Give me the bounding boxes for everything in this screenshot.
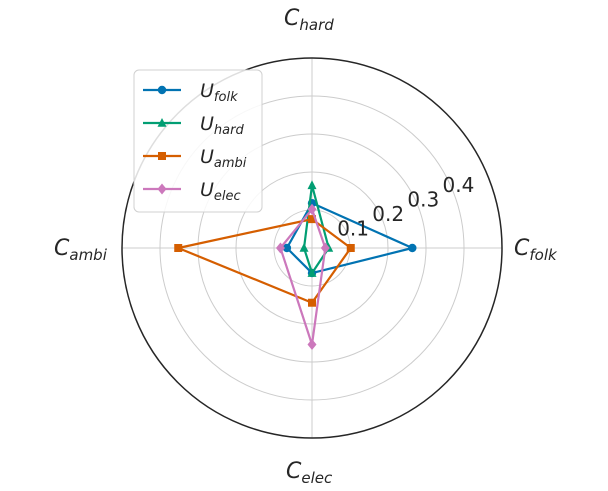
tick-label-2: 0.3 [407,187,439,211]
axis-label-ambi: Cambi [54,236,108,264]
legend-item-elec: Uelec [143,179,241,204]
legend-item-folk: Ufolk [143,80,238,105]
data-point-hard-hard [307,180,317,190]
data-point-folk-folk [408,243,417,253]
data-point-folk-ambi [282,243,292,253]
legend-label-folk: Ufolk [200,80,238,105]
series-layer [174,180,417,351]
axis-label-folk: Cfolk [514,236,558,264]
outer-ring [121,57,503,439]
data-point-ambi-elec [308,298,316,307]
series-hard [299,180,334,277]
axis-label-sub: ambi [69,246,107,264]
legend-item-hard: Uhard [143,113,244,138]
tick-label-0: 0.1 [337,216,369,240]
axis-label-hard: Chard [284,6,334,34]
data-point-hard-ambi [299,243,309,252]
legend-marker-ambi [158,152,166,160]
legend-frame [133,69,263,213]
legend-label-hard: Uhard [200,113,244,138]
axis-label-base: C [54,236,70,261]
data-point-elec-ambi [275,242,285,254]
legend-label-base: U [200,146,214,168]
axis-label-sub: folk [529,246,558,264]
axis-label-base: C [286,459,302,484]
grid-layer [121,57,503,439]
tick-layer: 0.10.20.30.4 [337,173,474,241]
series-ambi [174,215,355,307]
axis-label-elec: Celec [286,459,333,487]
data-point-ambi-ambi [174,244,183,252]
legend-label-sub: folk [214,90,238,105]
data-point-ambi-hard [308,215,316,224]
tick-label-3: 0.4 [443,173,475,197]
legend-label-base: U [200,80,214,102]
data-point-elec-hard [307,203,317,215]
data-point-elec-elec [307,339,317,351]
legend-label-ambi: Uambi [200,146,247,171]
legend-label-sub: elec [214,189,241,204]
legend-item-ambi: Uambi [143,146,247,171]
data-point-hard-elec [307,268,317,277]
legend-marker-hard [157,118,167,127]
legend-label-elec: Uelec [200,179,241,204]
axis-label-sub: hard [299,16,334,34]
legend-label-base: U [200,113,214,135]
data-point-elec-folk [320,242,330,254]
series-elec [275,203,330,351]
axis-label-base: C [284,6,300,31]
legend-marker-folk [157,85,167,95]
axis-label-base: C [514,236,530,261]
tick-label-1: 0.2 [372,202,404,226]
legend-label-sub: ambi [214,156,247,171]
data-point-ambi-folk [346,244,355,252]
axis-label-sub: elec [301,469,333,487]
legend-label-base: U [200,179,214,201]
legend-marker-elec [157,183,167,195]
legend-label-sub: hard [214,123,245,138]
